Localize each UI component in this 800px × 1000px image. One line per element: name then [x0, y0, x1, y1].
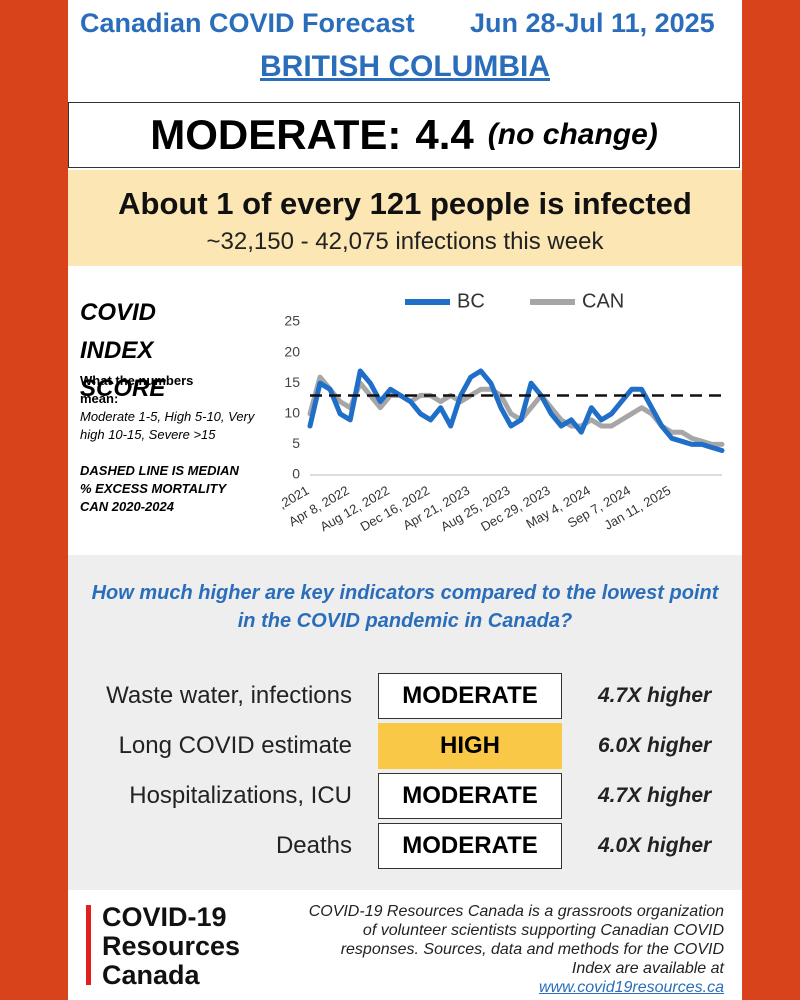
logo: COVID-19 Resources Canada — [102, 903, 240, 990]
indicator-row: Waste water, infections MODERATE 4.7X high… — [68, 673, 742, 719]
y-tick-label: 15 — [284, 374, 300, 390]
title: Canadian COVID Forecast — [80, 8, 415, 38]
logo-line: COVID-19 — [102, 902, 227, 932]
indicator-multiplier: 6.0X higher — [598, 734, 712, 757]
y-tick-label: 10 — [284, 405, 300, 421]
indicator-multiplier: 4.7X higher — [598, 784, 712, 807]
index-title: COVID INDEX SCORE — [80, 299, 166, 402]
indicator-level: HIGH — [378, 723, 562, 769]
footer-link[interactable]: www.covid19resources.ca — [539, 979, 724, 996]
infection-band: About 1 of every 121 people is infected … — [68, 170, 742, 266]
footer-text: COVID-19 Resources Canada is a grassroot… — [300, 902, 724, 997]
indicator-name: Waste water, infections — [106, 682, 352, 709]
y-tick-label: 25 — [284, 313, 300, 329]
indicator-level: MODERATE — [378, 773, 562, 819]
indicator-name: Long COVID estimate — [118, 732, 352, 759]
indicator-level: MODERATE — [378, 823, 562, 869]
series-line — [307, 368, 725, 453]
status-box: MODERATE: 4.4 (no change) — [68, 102, 740, 168]
indicator-row: Hospitalizations, ICU MODERATE 4.7X higher — [68, 773, 742, 819]
dates: Jun 28-Jul 11, 2025 — [470, 8, 715, 38]
range: ~32,150 - 42,075 infections this week — [206, 228, 604, 255]
indicator-name: Hospitalizations, ICU — [129, 782, 352, 809]
dashed-note: DASHED LINE IS MEDIAN % EXCESS MORTALITY… — [80, 463, 239, 514]
legend-label: CAN — [582, 290, 624, 312]
indicator-row: Deaths MODERATE 4.0X higher — [68, 823, 742, 869]
indicator-multiplier: 4.7X higher — [598, 684, 712, 707]
indicator-row: Long COVID estimate HIGH 6.0X higher — [68, 723, 742, 769]
y-tick-label: 5 — [292, 435, 300, 451]
region: BRITISH COLUMBIA — [260, 50, 550, 83]
logo-bar — [86, 905, 91, 985]
level: MODERATE: — [150, 111, 402, 158]
score: 4.4 — [415, 111, 474, 158]
indicator-level: MODERATE — [378, 673, 562, 719]
indicators: How much higher are key indicators compa… — [68, 555, 742, 890]
indicator-multiplier: 4.0X higher — [598, 834, 712, 857]
headline: About 1 of every 121 people is infected — [118, 186, 692, 221]
meaning: Moderate 1-5, High 5-10, Very high 10-15… — [80, 409, 255, 442]
indicator-name: Deaths — [275, 832, 352, 859]
y-tick-label: 0 — [292, 466, 300, 482]
question: How much higher are key indicators compa… — [91, 582, 719, 632]
y-tick-label: 20 — [284, 343, 300, 359]
legend-label: BC — [457, 290, 485, 312]
logo-line: Resources — [102, 931, 241, 961]
footer-desc: COVID-19 Resources Canada is a grassroot… — [308, 903, 724, 977]
change: (no change) — [487, 118, 658, 151]
logo-line: Canada — [102, 960, 200, 990]
meaning-title: What the numbers mean: — [80, 373, 194, 406]
